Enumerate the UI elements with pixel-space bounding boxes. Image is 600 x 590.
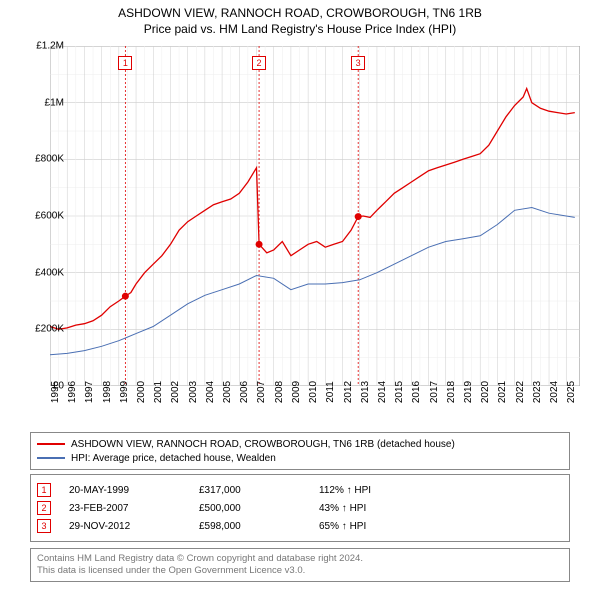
sale-row: 2 23-FEB-2007£500,00043% ↑ HPI: [37, 499, 563, 517]
y-tick-label: £400K: [24, 267, 64, 278]
legend-label: ASHDOWN VIEW, RANNOCH ROAD, CROWBOROUGH,…: [71, 439, 455, 450]
x-tick-label: 2010: [308, 381, 319, 403]
sale-row: 1 20-MAY-1999£317,000112% ↑ HPI: [37, 481, 563, 499]
chart-svg: [50, 46, 580, 386]
sale-row: 3 29-NOV-2012£598,00065% ↑ HPI: [37, 517, 563, 535]
x-tick-label: 2018: [446, 381, 457, 403]
x-tick-label: 2017: [429, 381, 440, 403]
x-tick-label: 1997: [84, 381, 95, 403]
y-tick-label: £800K: [24, 154, 64, 165]
x-tick-label: 1995: [50, 381, 61, 403]
sale-date: 29-NOV-2012: [69, 521, 199, 532]
sale-marker: 2: [37, 501, 51, 515]
sale-hpi: 112% ↑ HPI: [319, 485, 563, 496]
sale-marker-box: 3: [351, 56, 365, 70]
x-tick-label: 2015: [394, 381, 405, 403]
sale-hpi: 65% ↑ HPI: [319, 521, 563, 532]
title-block: ASHDOWN VIEW, RANNOCH ROAD, CROWBOROUGH,…: [0, 0, 600, 36]
x-tick-label: 2009: [291, 381, 302, 403]
legend-label: HPI: Average price, detached house, Weal…: [71, 453, 276, 464]
legend-swatch: [37, 443, 65, 445]
chart-title-desc: Price paid vs. HM Land Registry's House …: [0, 22, 600, 36]
x-tick-label: 2011: [325, 381, 336, 403]
footer-line-2: This data is licensed under the Open Gov…: [37, 565, 563, 577]
x-tick-label: 2023: [532, 381, 543, 403]
x-tick-label: 2008: [274, 381, 285, 403]
legend-row: HPI: Average price, detached house, Weal…: [37, 451, 563, 465]
x-tick-label: 2005: [222, 381, 233, 403]
y-tick-label: £1.2M: [24, 41, 64, 52]
chart-area: [50, 46, 580, 386]
footer-box: Contains HM Land Registry data © Crown c…: [30, 548, 570, 582]
x-tick-label: 2006: [239, 381, 250, 403]
x-tick-label: 2013: [360, 381, 371, 403]
y-tick-label: £200K: [24, 324, 64, 335]
sale-marker: 3: [37, 519, 51, 533]
x-tick-label: 2025: [566, 381, 577, 403]
sale-hpi: 43% ↑ HPI: [319, 503, 563, 514]
x-tick-label: 2004: [205, 381, 216, 403]
sales-box: 1 20-MAY-1999£317,000112% ↑ HPI 2 23-FEB-20…: [30, 474, 570, 542]
x-tick-label: 2003: [188, 381, 199, 403]
x-tick-label: 2024: [549, 381, 560, 403]
legend-box: ASHDOWN VIEW, RANNOCH ROAD, CROWBOROUGH,…: [30, 432, 570, 470]
x-tick-label: 2022: [515, 381, 526, 403]
x-tick-label: 2020: [480, 381, 491, 403]
x-tick-label: 2019: [463, 381, 474, 403]
x-tick-label: 2001: [153, 381, 164, 403]
chart-title-address: ASHDOWN VIEW, RANNOCH ROAD, CROWBOROUGH,…: [0, 6, 600, 20]
x-tick-label: 2000: [136, 381, 147, 403]
sale-price: £598,000: [199, 521, 319, 532]
x-tick-label: 1998: [102, 381, 113, 403]
sale-marker-box: 1: [118, 56, 132, 70]
x-tick-label: 2014: [377, 381, 388, 403]
sale-marker-box: 2: [252, 56, 266, 70]
sale-marker: 1: [37, 483, 51, 497]
x-tick-label: 1999: [119, 381, 130, 403]
figure-container: ASHDOWN VIEW, RANNOCH ROAD, CROWBOROUGH,…: [0, 0, 600, 590]
legend-row: ASHDOWN VIEW, RANNOCH ROAD, CROWBOROUGH,…: [37, 437, 563, 451]
sale-date: 23-FEB-2007: [69, 503, 199, 514]
x-tick-label: 2007: [256, 381, 267, 403]
x-tick-label: 2016: [411, 381, 422, 403]
sale-price: £500,000: [199, 503, 319, 514]
y-tick-label: £1M: [24, 97, 64, 108]
x-tick-label: 2012: [343, 381, 354, 403]
x-tick-label: 2002: [170, 381, 181, 403]
legend-swatch: [37, 457, 65, 459]
sale-price: £317,000: [199, 485, 319, 496]
sale-date: 20-MAY-1999: [69, 485, 199, 496]
x-tick-label: 1996: [67, 381, 78, 403]
footer-line-1: Contains HM Land Registry data © Crown c…: [37, 553, 563, 565]
y-tick-label: £600K: [24, 211, 64, 222]
x-tick-label: 2021: [497, 381, 508, 403]
